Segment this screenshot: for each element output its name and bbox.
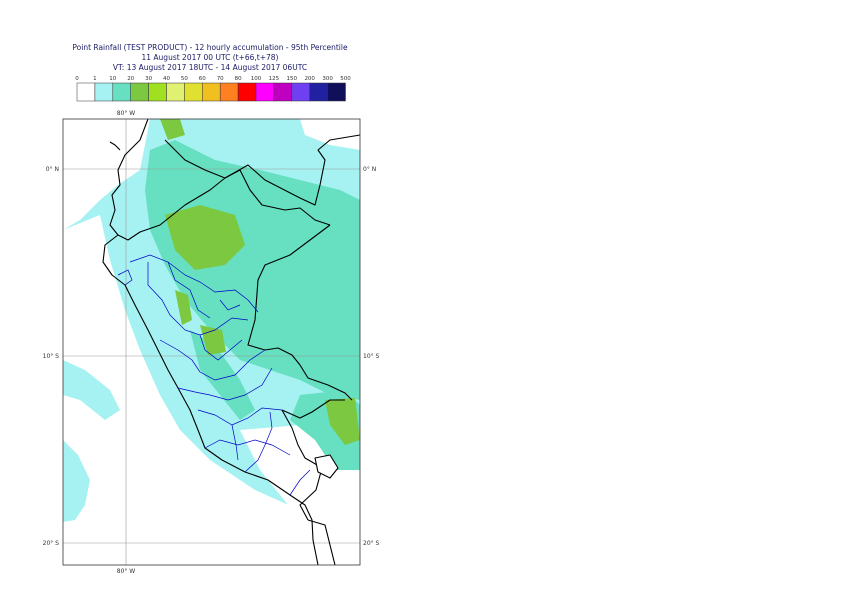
legend-threshold-label: 150 (287, 76, 298, 82)
legend-threshold-label: 70 (217, 76, 224, 82)
legend-threshold-label: 100 (251, 76, 262, 82)
legend-threshold-label: 300 (322, 76, 333, 82)
legend-swatch-14 (327, 82, 346, 102)
admin-line-11 (231, 424, 239, 461)
lat-label-left-10s: 10° S (43, 353, 60, 360)
lat-label-left-20s: 20° S (43, 540, 60, 547)
legend-threshold-label: 60 (199, 76, 206, 82)
map-field-layer (63, 119, 360, 565)
field-20-30-patch1 (175, 290, 192, 325)
field-ocean-streak (63, 360, 120, 420)
legend-threshold-label: 1 (93, 76, 97, 82)
lat-label-left-0: 0° N (46, 166, 59, 173)
admin-line-12 (117, 269, 133, 286)
lon-label-bottom: 80° W (117, 568, 136, 575)
lat-label-right-0: 0° N (363, 166, 376, 173)
chart-subtitle-validity: VT: 13 August 2017 18UTC - 14 August 201… (112, 63, 308, 72)
border-peru-bolivia (281, 409, 323, 521)
admin-line-2 (147, 262, 249, 336)
field-20-30-north (165, 205, 245, 270)
field-dry-ocean (63, 215, 320, 565)
lat-label-right-10s: 10° S (363, 353, 380, 360)
admin-line-5 (199, 334, 243, 361)
field-10-20-andes (190, 330, 255, 420)
chart-subtitle-run: 11 August 2017 00 UTC (t+66,t+78) (141, 53, 279, 62)
field-dry-north (63, 119, 150, 230)
admin-line-3 (167, 261, 211, 319)
legend-threshold-label: 20 (127, 76, 134, 82)
border-ecuador-colombia (164, 139, 226, 179)
lat-label-right-20s: 20° S (363, 540, 380, 547)
legend-swatches (76, 82, 346, 102)
legend-threshold-label: 500 (340, 76, 351, 82)
border-bolivia-north (281, 399, 345, 419)
admin-line-7 (197, 407, 283, 426)
chart-title: Point Rainfall (TEST PRODUCT) - 12 hourl… (72, 43, 348, 52)
graticule (63, 119, 360, 565)
coastline (102, 118, 319, 566)
legend-threshold-label: 30 (145, 76, 152, 82)
admin-line-8 (204, 439, 291, 456)
border-colombia-peru (224, 134, 361, 206)
lake-titicaca (314, 454, 339, 479)
coastline-and-borders (102, 118, 361, 566)
field-10-20-amazon (145, 140, 360, 400)
legend-threshold-label: 0 (75, 76, 79, 82)
field-20-30-se (325, 398, 360, 445)
admin-line-9 (244, 411, 273, 473)
admin-boundaries (117, 254, 311, 496)
field-20-30-top (160, 119, 185, 140)
legend-threshold-label: 50 (181, 76, 188, 82)
admin-line-10 (289, 469, 311, 496)
admin-line-13 (219, 299, 241, 311)
field-ocean-streak-south (63, 440, 90, 522)
map-frame (62, 118, 361, 566)
admin-line-6 (177, 367, 273, 401)
color-legend: 0 1 10 20 30 40 50 60 70 80 100 125 150 200 300 500 (75, 76, 351, 102)
legend-threshold-label: 40 (163, 76, 170, 82)
legend-threshold-labels: 0 1 10 20 30 40 50 60 70 80 100 125 150 200 300 500 (75, 76, 351, 82)
admin-line-1 (129, 254, 259, 313)
legend-threshold-label: 200 (304, 76, 315, 82)
legend-threshold-label: 10 (109, 76, 116, 82)
legend-threshold-label: 80 (235, 76, 242, 82)
legend-threshold-label: 125 (269, 76, 280, 82)
field-dry-ne (300, 119, 360, 150)
coast-north-detail (109, 141, 121, 151)
lon-label-top: 80° W (117, 110, 136, 117)
admin-line-4 (159, 339, 266, 381)
border-chile-bolivia (307, 519, 336, 566)
